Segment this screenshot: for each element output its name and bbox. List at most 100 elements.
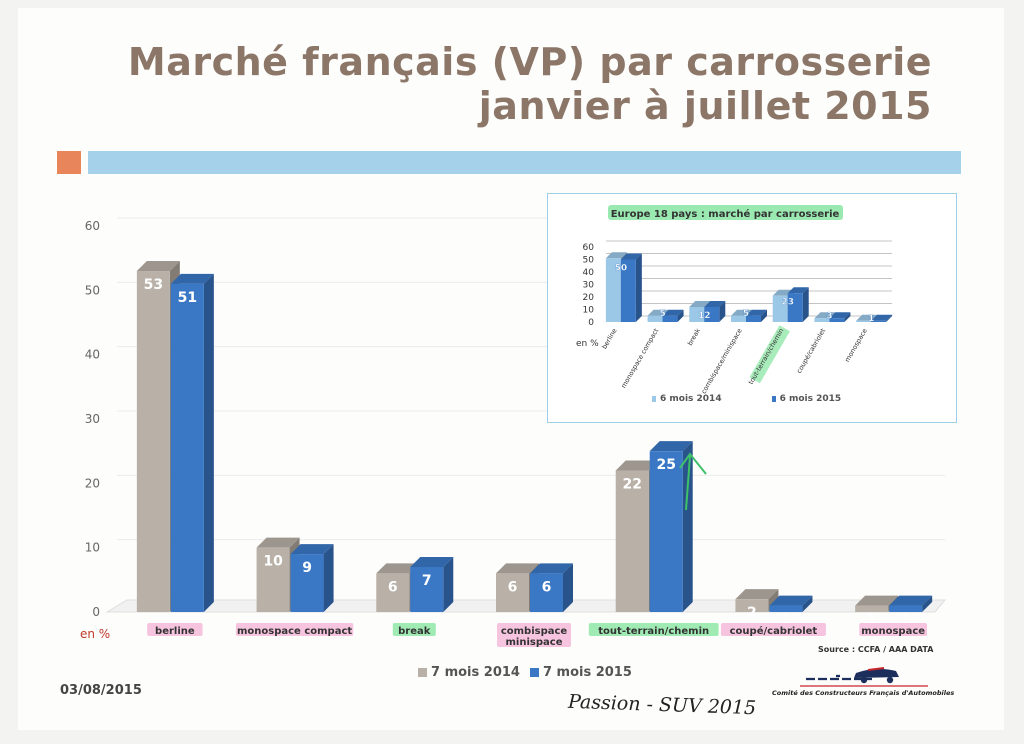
inset-bar-1-4	[787, 293, 803, 322]
main-data-label-0-6: 1	[867, 612, 877, 628]
inset-legend-label-2014: 6 mois 2014	[660, 394, 722, 404]
inset-data-label-1: 5	[659, 309, 665, 319]
inset-bar-1-0-top	[620, 253, 642, 260]
inset-bar-1-6	[871, 320, 887, 322]
main-bar-0-4	[615, 470, 649, 612]
main-legend: 7 mois 2014 7 mois 2015	[418, 665, 632, 680]
inset-category-label-2: break	[686, 327, 702, 347]
inset-bar-1-3-top	[746, 309, 767, 316]
main-bar-1-0-top	[170, 273, 214, 284]
main-data-label-1-4: 25	[656, 457, 675, 473]
inset-bar-1-5-top	[829, 312, 851, 319]
main-bar-0-3	[496, 573, 529, 612]
inset-bar-1-3-side	[761, 309, 767, 322]
main-ytick-6: 60	[85, 219, 100, 233]
main-bar-0-0	[136, 271, 170, 612]
inset-data-label-3: 5	[743, 309, 749, 319]
inset-legend: 6 mois 2014 6 mois 2015	[652, 394, 841, 404]
inset-bar-0-1	[647, 315, 663, 322]
main-data-label-1-0: 51	[178, 290, 197, 306]
main-ytick-2: 20	[85, 476, 100, 490]
inset-category-label-3: combispace/minispace	[700, 327, 744, 395]
inset-title: Europe 18 pays : marché par carrosserie	[611, 208, 840, 220]
main-category-highlight-4	[588, 623, 719, 636]
header-band	[88, 151, 961, 174]
main-ytick-4: 40	[85, 348, 100, 362]
main-bar-1-4-top	[649, 441, 693, 452]
inset-bar-1-6-top	[871, 314, 893, 321]
inset-bar-1-4-top	[787, 287, 809, 294]
inset-category-label-6: monospace	[843, 327, 869, 363]
inset-bar-0-2	[689, 307, 705, 322]
main-data-label-0-2: 6	[388, 579, 398, 595]
main-bar-1-4	[649, 451, 683, 612]
main-bar-1-4-side	[682, 441, 693, 612]
main-category-highlight-1	[235, 623, 354, 636]
main-category-label-3-1: minispace	[506, 637, 563, 648]
main-bar-0-1	[256, 547, 290, 612]
inset-bar-1-2	[704, 307, 720, 322]
source-note: Source : CCFA / AAA DATA	[818, 645, 934, 654]
inset-legend-swatch-2015	[771, 396, 776, 402]
main-bar-1-2-top	[410, 556, 454, 567]
inset-data-label-5: 3	[826, 311, 832, 321]
inset-ytick-4: 40	[583, 268, 595, 278]
inset-category-label-0: berline	[600, 327, 618, 351]
main-bar-1-3	[530, 573, 563, 612]
inset-bar-0-0	[605, 258, 621, 322]
main-bar-0-2-top	[376, 563, 420, 574]
inset-bar-1-0-side	[635, 253, 642, 322]
inset-bar-1-4-side	[802, 287, 809, 322]
inset-ytick-6: 60	[583, 243, 595, 253]
inset-data-label-0: 50	[615, 264, 628, 274]
main-data-label-0-4: 22	[622, 476, 641, 492]
main-bar-0-5-top	[735, 589, 779, 600]
inset-bar-0-3	[731, 315, 746, 322]
main-bar-1-1-top	[290, 544, 334, 555]
main-bar-1-3-top	[530, 563, 573, 574]
inset-bar-1-5-side	[844, 312, 851, 322]
main-data-label-1-6: 1	[901, 612, 911, 628]
main-category-highlight-3	[497, 623, 571, 647]
main-bar-0-3-top	[496, 563, 539, 574]
inset-data-label-4: 23	[781, 297, 794, 307]
main-data-label-1-3: 6	[542, 579, 552, 595]
inset-ytick-1: 10	[583, 306, 595, 316]
inset-bar-0-2-top	[689, 301, 711, 307]
main-category-highlight-0	[147, 623, 203, 636]
main-bar-1-6-side	[922, 595, 933, 612]
main-bar-0-2	[376, 573, 410, 612]
main-bar-1-6-top	[889, 595, 933, 606]
date-label: 03/08/2015	[60, 683, 142, 698]
main-category-label-4: tout-terrain/chemin	[598, 626, 709, 637]
main-bar-1-2	[410, 566, 444, 612]
main-data-label-1-2: 7	[422, 573, 432, 589]
main-ytick-0: 0	[92, 605, 100, 619]
main-data-label-1-1: 9	[302, 560, 312, 576]
main-bar-1-5-side	[802, 595, 813, 612]
inset-ytick-5: 50	[583, 256, 595, 266]
legend-label-2015: 7 mois 2015	[542, 665, 632, 680]
main-category-label-6: monospace	[861, 626, 925, 637]
inset-bar-1-1-side	[677, 309, 684, 322]
inset-bar-0-5-top	[814, 312, 836, 319]
main-ytick-5: 50	[85, 283, 100, 297]
main-category-label-2: break	[398, 626, 431, 637]
inset-bar-1-1	[662, 315, 678, 322]
inset-bar-0-5	[814, 318, 830, 322]
slide-number-box	[57, 151, 81, 174]
main-data-label-0-0: 53	[144, 277, 163, 293]
inset-bar-0-4	[772, 295, 788, 322]
main-category-label-1: monospace compact	[237, 626, 352, 637]
inset-legend-label-2015: 6 mois 2015	[779, 394, 842, 404]
inset-bar-1-1-top	[662, 309, 684, 316]
inset-data-label-2: 12	[698, 311, 711, 321]
inset-title-highlight	[608, 205, 843, 220]
inset-bar-chart: Europe 18 pays : marché par carrosserie 0…	[576, 205, 893, 395]
inset-bar-0-1-top	[647, 309, 669, 316]
inset-bar-1-2-top	[704, 301, 726, 307]
inset-category-highlight-4	[749, 325, 790, 384]
main-data-label-1-5: 1	[781, 612, 791, 628]
inset-bar-1-6-side	[886, 314, 893, 322]
